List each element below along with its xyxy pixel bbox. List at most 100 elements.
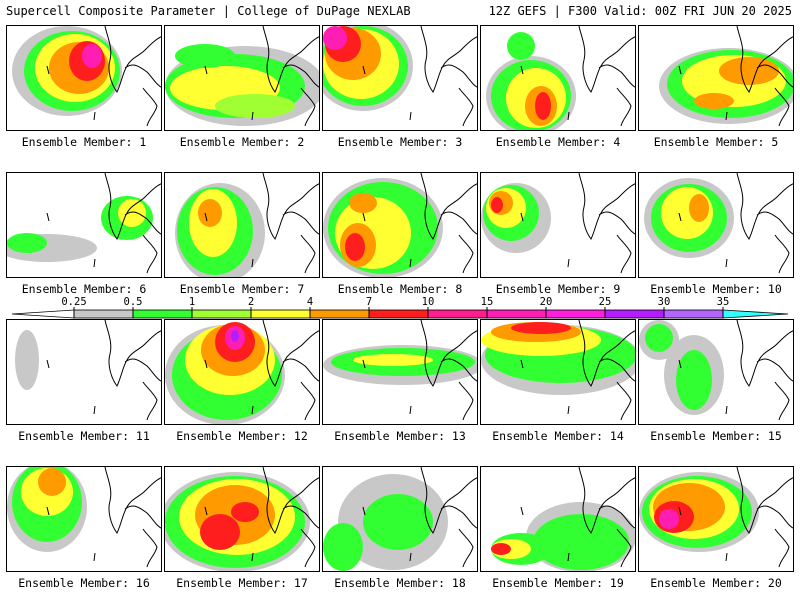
scp-contour-red xyxy=(491,543,511,555)
scp-contour-lightgreen xyxy=(215,94,295,118)
ensemble-panel-11 xyxy=(6,319,162,425)
scp-contour-gray xyxy=(15,330,39,390)
scp-map xyxy=(165,26,319,127)
ensemble-member-label: Ensemble Member: 14 xyxy=(492,429,624,443)
legend-tick-label: 4 xyxy=(306,296,314,308)
ensemble-member-label: Ensemble Member: 15 xyxy=(650,429,782,443)
scp-contour-orange xyxy=(719,57,779,85)
scp-map xyxy=(323,320,477,421)
legend-swatch xyxy=(73,309,134,319)
legend-swatch xyxy=(427,309,488,319)
river-mark xyxy=(520,65,570,121)
scp-map xyxy=(481,320,635,421)
ensemble-member-label: Ensemble Member: 17 xyxy=(176,576,308,590)
coastline xyxy=(104,467,161,568)
scp-map xyxy=(486,26,635,130)
color-legend: 0.25 0.5 1 2 4 7 10 15 20 25 30 35 xyxy=(0,296,800,320)
coastline xyxy=(736,320,793,421)
scp-contour-magenta xyxy=(659,509,679,529)
ensemble-member-label: Ensemble Member: 8 xyxy=(337,282,463,296)
scp-map xyxy=(175,173,319,277)
river-mark xyxy=(204,212,254,268)
river-mark xyxy=(520,359,570,415)
legend-tick-label: 7 xyxy=(365,296,373,308)
scp-contour-red xyxy=(535,92,551,120)
ensemble-member-label: Ensemble Member: 5 xyxy=(653,135,779,149)
coastline xyxy=(420,173,477,274)
ensemble-member-label: Ensemble Member: 16 xyxy=(18,576,150,590)
ensemble-panel-16 xyxy=(6,466,162,572)
ensemble-member-label: Ensemble Member: 11 xyxy=(18,429,150,443)
river-mark xyxy=(678,506,728,562)
ensemble-panel-6 xyxy=(6,172,162,278)
ensemble-member-label: Ensemble Member: 19 xyxy=(492,576,624,590)
ensemble-member-label: Ensemble Member: 3 xyxy=(337,135,463,149)
scp-contour-yellow xyxy=(118,199,146,227)
legend-tick-label: 10 xyxy=(421,296,435,308)
legend-swatch xyxy=(250,309,311,319)
legend-swatch xyxy=(191,309,252,319)
legend-swatch xyxy=(132,309,193,319)
scp-contour-orange xyxy=(198,199,222,227)
ensemble-member-label: Ensemble Member: 2 xyxy=(179,135,305,149)
ensemble-member-label: Ensemble Member: 12 xyxy=(176,429,308,443)
ensemble-panel-18 xyxy=(322,466,478,572)
coastline xyxy=(262,467,319,568)
legend-swatch xyxy=(545,309,606,319)
legend-left-arrow xyxy=(11,309,75,319)
legend-swatch xyxy=(309,309,370,319)
river-mark xyxy=(46,506,96,562)
scp-map xyxy=(15,320,161,421)
coastline xyxy=(578,467,635,568)
scp-contour-green xyxy=(363,494,433,550)
scp-contour-green xyxy=(676,350,712,410)
legend-swatch xyxy=(604,309,665,319)
ensemble-panel-2 xyxy=(164,25,320,131)
river-mark xyxy=(46,359,96,415)
ensemble-panel-1 xyxy=(6,25,162,131)
legend-swatch xyxy=(663,309,724,319)
scp-contour-green xyxy=(323,523,363,571)
scp-map xyxy=(639,467,793,568)
coastline xyxy=(262,26,319,127)
scp-map xyxy=(644,173,793,274)
legend-tick-label: 2 xyxy=(247,296,255,308)
scp-contour-green xyxy=(507,32,535,60)
scp-contour-yellow xyxy=(353,354,433,366)
scp-map xyxy=(659,26,793,127)
scp-map xyxy=(481,173,635,274)
ensemble-panel-14 xyxy=(480,319,636,425)
coastline xyxy=(578,320,635,421)
scp-map xyxy=(491,467,635,571)
coastline xyxy=(578,26,635,127)
ensemble-panel-10 xyxy=(638,172,794,278)
coastline xyxy=(262,320,319,421)
scp-contour-magenta xyxy=(82,44,102,68)
legend-tick-label: 1 xyxy=(188,296,196,308)
legend-swatch xyxy=(368,309,429,319)
river-mark xyxy=(362,359,412,415)
scp-contour-red xyxy=(200,514,240,550)
scp-contour-orange xyxy=(349,193,377,213)
ensemble-panel-19 xyxy=(480,466,636,572)
river-mark xyxy=(678,65,728,121)
legend-tick-label: 15 xyxy=(480,296,494,308)
ensemble-member-label: Ensemble Member: 1 xyxy=(21,135,147,149)
coastline xyxy=(104,26,161,127)
ensemble-panel-4 xyxy=(480,25,636,131)
ensemble-panel-7 xyxy=(164,172,320,278)
river-mark xyxy=(362,65,412,121)
scp-contour-magenta xyxy=(323,26,347,50)
river-mark xyxy=(204,65,254,121)
scp-map xyxy=(7,467,161,568)
page-title: Supercell Composite Parameter | College … xyxy=(6,4,411,18)
ensemble-panel-15 xyxy=(638,319,794,425)
scp-contour-red xyxy=(491,197,503,213)
coastline xyxy=(420,320,477,421)
scp-map xyxy=(165,320,319,424)
coastline xyxy=(104,173,161,274)
coastline xyxy=(104,320,161,421)
ensemble-member-label: Ensemble Member: 4 xyxy=(495,135,621,149)
scp-contour-green xyxy=(645,324,673,352)
